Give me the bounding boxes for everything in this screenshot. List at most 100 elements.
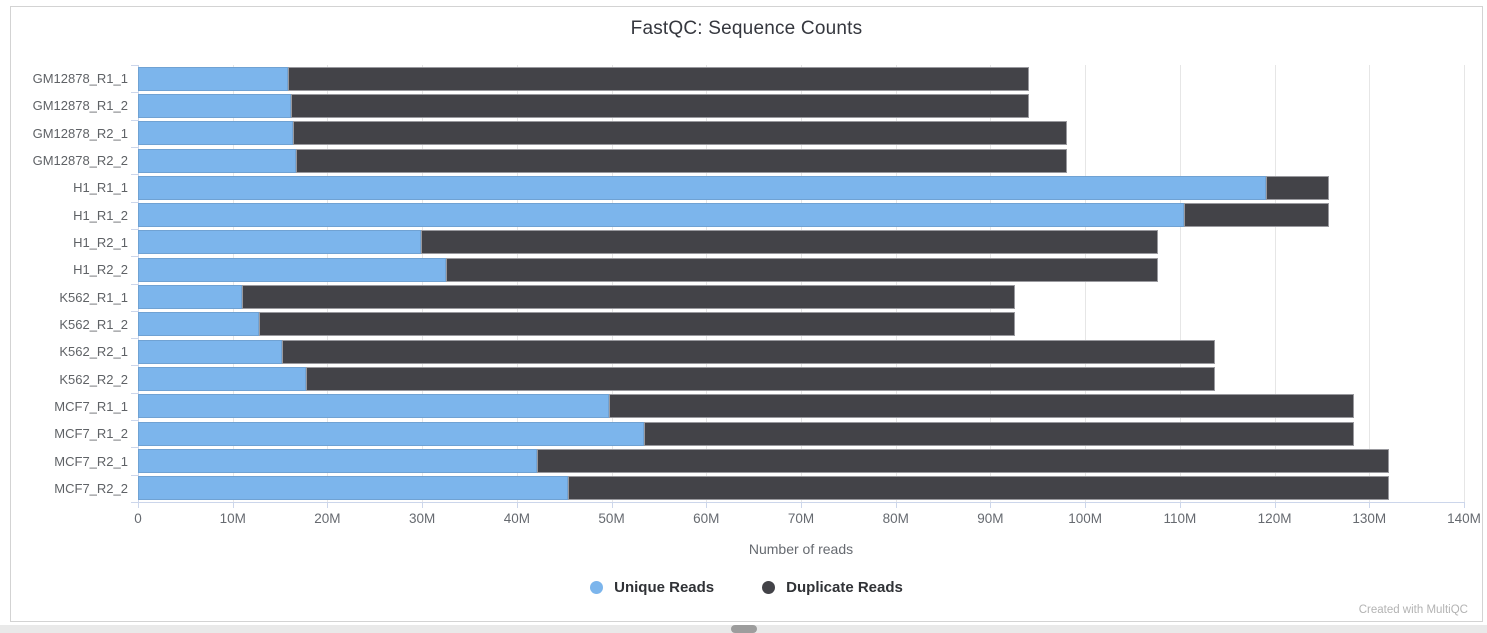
x-tick-label: 120M <box>1257 511 1292 526</box>
unique-reads-segment <box>138 203 1184 228</box>
bar-row: H1_R1_2 <box>73 202 1464 229</box>
bar-row: K562_R2_2 <box>59 365 1464 392</box>
stacked-bar <box>138 476 1390 501</box>
stacked-bar <box>138 339 1215 364</box>
legend-item-duplicate-reads[interactable]: Duplicate Reads <box>762 579 903 596</box>
x-axis-tick <box>706 502 708 508</box>
plot-area: 0 10M 20M 30M 40M 50M 60M 70M 80M 90M 100M 110M 120M… <box>33 65 1481 526</box>
x-axis-tick <box>1369 502 1371 508</box>
y-axis-line <box>138 65 139 502</box>
x-axis-tick <box>1179 502 1181 508</box>
category-label: MCF7_R2_2 <box>54 480 128 496</box>
category-label: K562_R1_2 <box>59 316 128 332</box>
stacked-bar <box>138 285 1016 310</box>
category-label: MCF7_R2_1 <box>54 453 128 469</box>
gridline <box>706 65 708 502</box>
x-tick-label: 70M <box>787 511 815 526</box>
x-tick-label: 10M <box>219 511 246 526</box>
x-axis-tick <box>1085 502 1087 508</box>
x-axis-tick <box>895 502 897 508</box>
y-axis-tick <box>131 256 138 258</box>
stacked-bar <box>138 148 1068 173</box>
legend-marker-icon <box>762 581 776 594</box>
x-tick-label: 140M <box>1447 511 1481 526</box>
x-axis-tick <box>611 502 613 508</box>
category-label: K562_R2_2 <box>59 371 128 387</box>
category-label: H1_R1_2 <box>73 207 128 223</box>
x-axis-tick <box>1274 502 1276 508</box>
category-label: GM12878_R1_1 <box>32 71 128 87</box>
category-label: GM12878_R1_2 <box>32 98 128 114</box>
category-label: MCF7_R1_1 <box>54 398 128 414</box>
bar-row: H1_R2_1 <box>73 229 1464 256</box>
duplicate-reads-segment <box>536 448 1390 473</box>
gridline <box>895 65 897 502</box>
unique-reads-segment <box>138 175 1267 200</box>
stacked-bar <box>138 312 1016 337</box>
stacked-bar <box>138 66 1030 91</box>
x-axis-tick <box>990 502 992 508</box>
category-label: K562_R2_1 <box>59 344 128 360</box>
unique-reads-segment <box>138 93 292 118</box>
stacked-bar <box>138 93 1030 118</box>
x-tick-label: 90M <box>977 511 1004 526</box>
gridline <box>1274 65 1276 502</box>
x-axis-tick <box>422 502 424 508</box>
x-tick-label: 50M <box>598 511 625 526</box>
stacked-bar <box>138 367 1215 392</box>
unique-reads-segment <box>138 230 422 255</box>
y-axis-tick <box>131 502 138 503</box>
category-label: H1_R2_2 <box>73 262 128 278</box>
duplicate-reads-segment <box>421 230 1159 255</box>
category-label: GM12878_R2_1 <box>32 125 128 141</box>
gridline <box>516 65 518 502</box>
duplicate-reads-segment <box>445 257 1159 282</box>
chart-panel: FastQC: Sequence Counts 0 10M 20M 30M 40M 50M… <box>10 6 1483 622</box>
gridline <box>327 65 329 502</box>
stacked-bar <box>138 448 1390 473</box>
unique-reads-segment <box>138 148 297 173</box>
duplicate-reads-segment <box>568 476 1390 501</box>
gridline <box>1085 65 1087 502</box>
x-tick-label: 60M <box>693 511 720 526</box>
x-tick-label: 130M <box>1352 511 1387 526</box>
bar-row: MCF7_R1_2 <box>54 420 1464 447</box>
y-axis-tick <box>131 420 138 422</box>
duplicate-reads-segment <box>281 339 1215 364</box>
unique-reads-segment <box>138 121 294 146</box>
duplicate-reads-segment <box>1266 175 1330 200</box>
y-axis-tick <box>131 65 138 66</box>
y-axis-tick <box>131 201 138 203</box>
y-axis-tick <box>131 310 138 312</box>
duplicate-reads-segment <box>643 421 1355 446</box>
scrollbar-thumb[interactable] <box>731 625 757 633</box>
unique-reads-segment <box>138 476 568 501</box>
x-axis-tick <box>232 502 234 508</box>
gridline <box>1179 65 1181 502</box>
category-label: H1_R1_1 <box>73 180 128 196</box>
stacked-bar <box>138 230 1159 255</box>
category-label: H1_R2_1 <box>73 235 128 251</box>
bar-row: K562_R1_1 <box>59 284 1464 311</box>
y-axis-tick <box>131 174 138 176</box>
x-tick-label: 30M <box>409 511 436 526</box>
y-axis-tick <box>131 146 138 148</box>
duplicate-reads-segment <box>293 121 1068 146</box>
unique-reads-segment <box>138 285 243 310</box>
x-axis-title: Number of reads <box>748 541 854 557</box>
bar-row: GM12878_R1_1 <box>33 65 1464 92</box>
gridline <box>422 65 424 502</box>
legend-item-unique-reads[interactable]: Unique Reads <box>590 579 714 596</box>
bar-row: MCF7_R2_2 <box>54 475 1464 502</box>
unique-reads-segment <box>138 421 644 446</box>
horizontal-scrollbar[interactable] <box>0 625 1487 633</box>
gridline <box>1369 65 1371 502</box>
unique-reads-segment <box>138 339 282 364</box>
stacked-bar <box>138 421 1355 446</box>
category-label: GM12878_R2_2 <box>32 153 128 169</box>
duplicate-reads-segment <box>305 367 1215 392</box>
stacked-bar <box>138 121 1068 146</box>
duplicate-reads-segment <box>259 312 1016 337</box>
x-tick-label: 80M <box>882 511 909 526</box>
unique-reads-segment <box>138 312 260 337</box>
